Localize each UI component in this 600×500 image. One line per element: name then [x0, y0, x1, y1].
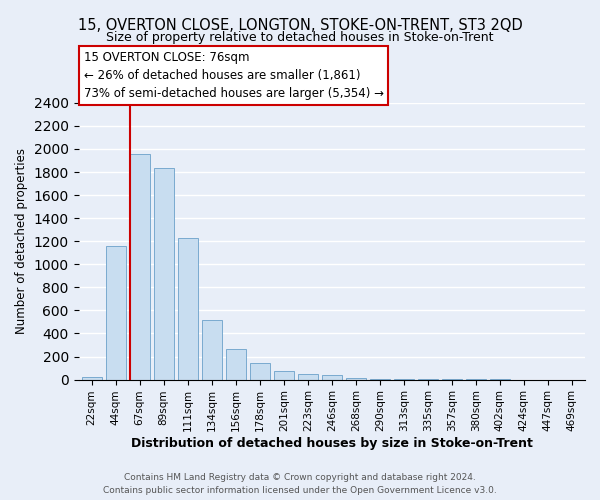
Text: Size of property relative to detached houses in Stoke-on-Trent: Size of property relative to detached ho… [106, 31, 494, 44]
Bar [298, 374, 318, 380]
Text: 15 OVERTON CLOSE: 76sqm
← 26% of detached houses are smaller (1,861)
73% of semi: 15 OVERTON CLOSE: 76sqm ← 26% of detache… [83, 51, 383, 100]
Bar [154, 168, 174, 380]
Text: 15, OVERTON CLOSE, LONGTON, STOKE-ON-TRENT, ST3 2QD: 15, OVERTON CLOSE, LONGTON, STOKE-ON-TRE… [77, 18, 523, 32]
Bar [250, 364, 270, 380]
Bar [202, 320, 222, 380]
Bar [82, 376, 102, 380]
Bar [346, 378, 366, 380]
Bar [394, 379, 414, 380]
Bar [274, 371, 294, 380]
Y-axis label: Number of detached properties: Number of detached properties [15, 148, 28, 334]
Bar [226, 349, 246, 380]
X-axis label: Distribution of detached houses by size in Stoke-on-Trent: Distribution of detached houses by size … [131, 437, 533, 450]
Bar [106, 246, 126, 380]
Bar [322, 375, 342, 380]
Bar [130, 154, 150, 380]
Bar [370, 378, 390, 380]
Text: Contains HM Land Registry data © Crown copyright and database right 2024.
Contai: Contains HM Land Registry data © Crown c… [103, 474, 497, 495]
Bar [178, 238, 198, 380]
